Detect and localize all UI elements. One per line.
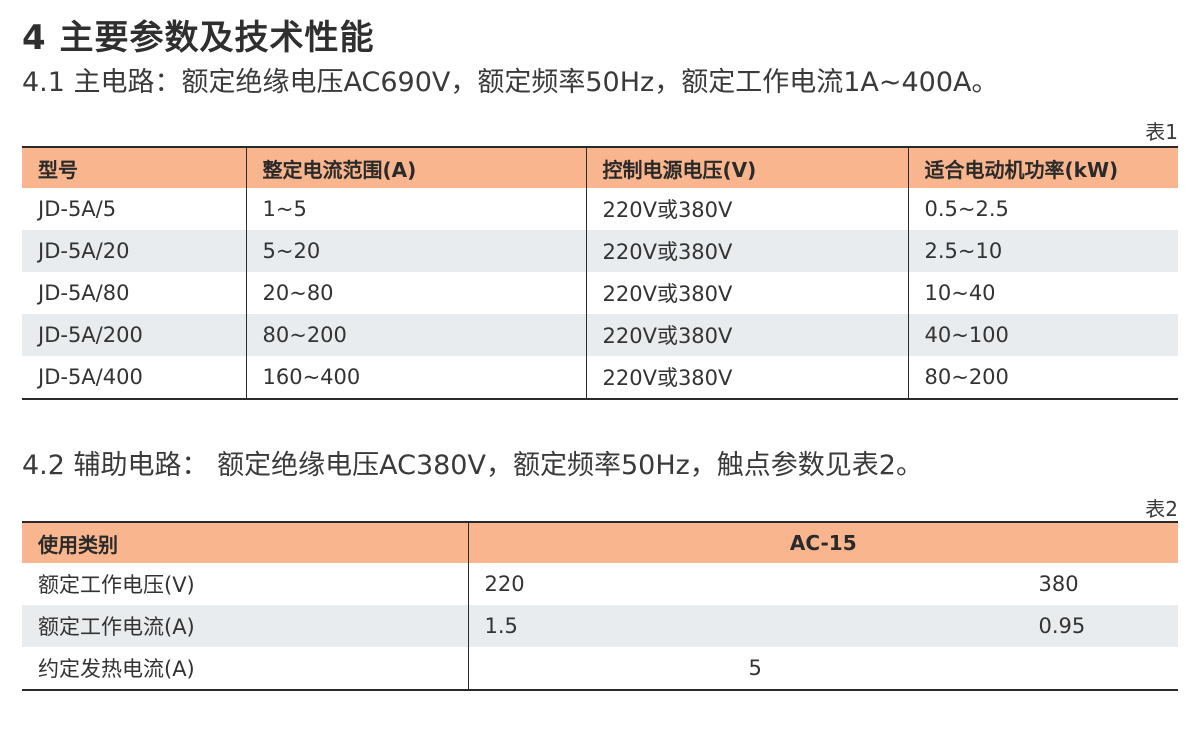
table-row: JD-5A/5 1~5 220V或380V 0.5~2.5 [22,188,1178,230]
table-row: 额定工作电压(V) 220 380 [22,563,1178,605]
cell-motor-power: 80~200 [907,356,1178,399]
section-2-description: 4.2 辅助电路： 额定绝缘电压AC380V，额定频率50Hz，触点参数见表2。 [22,450,923,481]
header-ac15: AC-15 [468,521,1178,563]
cell-control-voltage: 220V或380V [585,188,908,230]
cell-model: JD-5A/5 [38,197,117,221]
cell-thermal-current-value: 5 [748,656,762,680]
cell-rated-current-label: 额定工作电流(A) [22,605,469,647]
cell-control-voltage: 220V或380V [585,230,908,272]
table-header-row: 型号 整定电流范围(A) 控制电源电压(V) 适合电动机功率(kW) [22,146,1178,188]
cell-rated-current-1-5: 1.5 [484,614,518,638]
header-current-range: 整定电流范围(A) [245,146,586,188]
cell-model: JD-5A/20 [22,230,246,272]
cell-current-range: 160~400 [245,356,586,399]
header-control-voltage: 控制电源电压(V) [585,146,908,188]
table-row: 额定工作电流(A) 1.5 0.95 [22,605,1178,647]
header-model: 型号 [22,146,246,188]
cell-motor-power: 40~100 [907,314,1178,356]
table-row: JD-5A/80 20~80 220V或380V 10~40 [22,272,1178,314]
cell-control-voltage: 220V或380V [585,314,908,356]
cell-current-range: 20~80 [245,272,586,314]
cell-motor-power: 10~40 [907,272,1178,314]
cell-rated-voltage-380: 380 [1038,572,1079,596]
cell-thermal-current-label: 约定发热电流(A) [22,647,469,690]
cell-model: JD-5A/80 [38,281,130,305]
header-usage-category: 使用类别 [22,521,469,563]
cell-current-range: 80~200 [245,314,586,356]
cell-control-voltage: 220V或380V [585,356,908,399]
page-title: 4 主要参数及技术性能 [22,18,375,58]
cell-motor-power: 2.5~10 [907,230,1178,272]
cell-model: JD-5A/400 [38,365,143,389]
table-row: JD-5A/20 5~20 220V或380V 2.5~10 [22,230,1178,272]
cell-control-voltage: 220V或380V [585,272,908,314]
table-header-row: 使用类别 AC-15 [22,521,1178,563]
table-row: 约定发热电流(A) 5 [22,647,1178,690]
cell-rated-current-0-95: 0.95 [1038,614,1086,638]
cell-motor-power: 0.5~2.5 [907,188,1178,230]
table-2-auxiliary-circuit: 使用类别 AC-15 额定工作电压(V) 220 380 额定工作电流(A) 1… [22,521,1178,691]
cell-rated-voltage-label: 额定工作电压(V) [22,563,469,605]
cell-current-range: 5~20 [245,230,586,272]
header-motor-power: 适合电动机功率(kW) [907,146,1178,188]
table-row: JD-5A/400 160~400 220V或380V 80~200 [22,356,1178,399]
cell-current-range: 1~5 [245,188,586,230]
table-1-caption: 表1 [1145,120,1178,144]
table-1-main-circuit: 型号 整定电流范围(A) 控制电源电压(V) 适合电动机功率(kW) JD-5A… [22,146,1178,400]
section-1-description: 4.1 主电路：额定绝缘电压AC690V，额定频率50Hz，额定工作电流1A~4… [22,67,999,98]
table-2-caption: 表2 [1145,497,1178,521]
cell-rated-voltage-220: 220 [484,572,525,596]
cell-model: JD-5A/200 [22,314,246,356]
table-row: JD-5A/200 80~200 220V或380V 40~100 [22,314,1178,356]
